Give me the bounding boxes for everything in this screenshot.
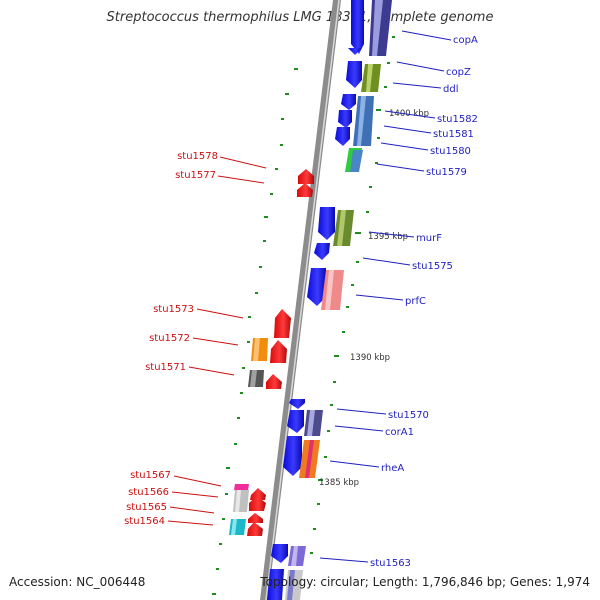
gene-label-stu1579[interactable]: stu1579 [426, 167, 467, 178]
gene-label-stu1564[interactable]: stu1564 [124, 516, 165, 527]
gene-copz-arrow[interactable] [348, 48, 362, 55]
scale-label-1385: 1385 kbp [319, 478, 359, 488]
gene-label-stu1577[interactable]: stu1577 [175, 170, 216, 181]
gene-label-stu1570[interactable]: stu1570 [388, 410, 429, 421]
forward-genes [267, 0, 364, 600]
gene-stu1582-arrow[interactable] [341, 94, 356, 110]
gene-label-stu1575[interactable]: stu1575 [412, 261, 453, 272]
gene-label-stu1563[interactable]: stu1563 [370, 558, 411, 569]
scale-label-1395: 1395 kbp [368, 232, 408, 242]
gene-stu1565-arrow[interactable] [248, 513, 263, 523]
genome-backbone-highlight [265, 0, 340, 600]
gene-stu1563-arrow[interactable] [271, 544, 288, 563]
gene-label-copz[interactable]: copZ [446, 67, 471, 78]
gene-stu1577-arrow[interactable] [297, 183, 313, 197]
gene-label-stu1582[interactable]: stu1582 [437, 114, 478, 125]
gene-stu1573-arrow[interactable] [274, 309, 291, 338]
gene-cora1-arrow[interactable] [287, 410, 304, 433]
gene-label-stu1567[interactable]: stu1567 [130, 470, 171, 481]
gene-label-ddl[interactable]: ddl [443, 84, 458, 95]
genome-title: Streptococcus thermophilus LMG 18311, co… [106, 10, 494, 25]
gene-stu1575-arrow[interactable] [314, 243, 330, 260]
forward-gene-labels: copA copZ ddl stu1582 stu1581 stu1580 st… [370, 35, 478, 569]
scale-track-inner [310, 36, 395, 554]
gene-label-murf[interactable]: murF [416, 233, 442, 244]
gene-rhea-arrow[interactable] [283, 436, 302, 476]
gene-label-stu1580[interactable]: stu1580 [430, 146, 471, 157]
gene-label-copa[interactable]: copA [453, 35, 478, 46]
gene-stu1567-arrow[interactable] [250, 488, 266, 500]
gene-label-stu1573[interactable]: stu1573 [153, 304, 194, 315]
gene-stu1571-arrow[interactable] [266, 374, 282, 389]
gene-stu1581-arrow[interactable] [338, 110, 352, 128]
gene-label-prfc[interactable]: prfC [405, 296, 426, 307]
gene-label-stu1571[interactable]: stu1571 [145, 362, 186, 373]
accession-text: Accession: NC_006448 [9, 575, 146, 589]
gene-label-stu1565[interactable]: stu1565 [126, 502, 167, 513]
gene-stu1570-arrow[interactable] [289, 399, 305, 409]
gene-copa-arrow[interactable] [351, 0, 364, 54]
gene-stu1572-arrow[interactable] [270, 340, 287, 363]
gene-label-rhea[interactable]: rheA [381, 463, 404, 474]
gene-stu1564-arrow[interactable] [247, 522, 263, 536]
gene-label-stu1581[interactable]: stu1581 [433, 129, 474, 140]
gene-label-stu1566[interactable]: stu1566 [128, 487, 169, 498]
gene-label-stu1578[interactable]: stu1578 [177, 151, 218, 162]
scale-label-1390: 1390 kbp [350, 353, 390, 363]
gene-murf-arrow[interactable] [318, 207, 335, 240]
forward-category-blocks [285, 0, 392, 600]
gene-ddl-arrow[interactable] [346, 61, 362, 88]
reverse-genes [247, 169, 314, 536]
gene-label-stu1572[interactable]: stu1572 [149, 333, 190, 344]
gene-stu1578-arrow[interactable] [298, 169, 314, 184]
gene-prfc-arrow[interactable] [307, 268, 326, 306]
topology-text: Topology: circular; Length: 1,796,846 bp… [260, 575, 590, 589]
reverse-gene-labels: stu1578 stu1577 stu1573 stu1572 stu1571 … [124, 151, 218, 527]
gene-stu1580-arrow[interactable] [335, 127, 350, 146]
scale-track-outer [212, 68, 298, 595]
reverse-category-blocks [229, 338, 268, 535]
gene-bottom-arrow [267, 569, 284, 600]
forward-leader-lines [319, 30, 452, 563]
gene-label-cora1[interactable]: corA1 [385, 427, 414, 438]
gene-stu1566-arrow[interactable] [249, 496, 266, 511]
reverse-leader-lines [167, 156, 267, 526]
